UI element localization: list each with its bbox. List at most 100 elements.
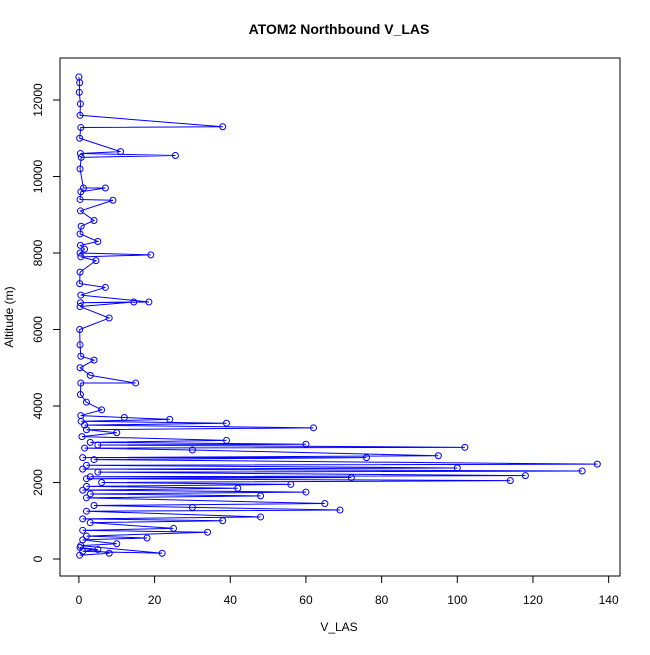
data-point xyxy=(77,379,85,387)
data-point xyxy=(94,468,102,476)
data-point xyxy=(77,291,85,299)
data-point xyxy=(506,477,514,485)
data-point xyxy=(76,544,84,552)
data-point xyxy=(86,490,94,498)
data-point xyxy=(92,257,100,265)
data-point xyxy=(219,517,227,525)
data-point xyxy=(79,526,87,534)
data-point xyxy=(79,515,87,523)
data-line xyxy=(78,76,598,556)
data-point xyxy=(287,480,295,488)
data-point xyxy=(521,472,529,480)
data-point xyxy=(145,298,153,306)
data-point xyxy=(76,165,84,173)
data-point xyxy=(77,124,85,132)
data-point xyxy=(117,148,125,156)
data-point xyxy=(76,299,84,307)
data-point xyxy=(158,549,166,557)
data-point xyxy=(86,473,94,481)
data-point xyxy=(147,251,155,259)
x-tick-label: 60 xyxy=(299,593,313,607)
data-point xyxy=(434,452,442,460)
data-point xyxy=(76,230,84,238)
data-point xyxy=(79,486,87,494)
data-point xyxy=(76,195,84,203)
data-point xyxy=(113,540,121,548)
data-point xyxy=(257,492,265,500)
x-tick-label: 40 xyxy=(224,593,238,607)
y-tick-label: 4000 xyxy=(31,392,45,419)
x-tick-label: 140 xyxy=(599,593,619,607)
data-point xyxy=(347,474,355,482)
data-point xyxy=(76,100,84,108)
data-point xyxy=(76,79,84,87)
data-point xyxy=(593,460,601,468)
data-point xyxy=(362,454,370,462)
data-point xyxy=(76,341,84,349)
data-point xyxy=(86,371,94,379)
data-point xyxy=(90,456,98,464)
data-point xyxy=(86,519,94,527)
data-point xyxy=(166,415,174,423)
data-point xyxy=(321,500,329,508)
data-point xyxy=(75,88,83,96)
data-point xyxy=(76,241,84,249)
data-point xyxy=(171,151,179,159)
data-point xyxy=(336,506,344,514)
data-point xyxy=(79,454,87,462)
data-point xyxy=(76,303,84,311)
data-point xyxy=(82,507,90,515)
y-tick-label: 0 xyxy=(31,555,45,562)
data-point xyxy=(81,444,89,452)
data-point xyxy=(76,326,84,334)
data-point xyxy=(302,488,310,496)
x-tick-label: 80 xyxy=(375,593,389,607)
data-point xyxy=(453,464,461,472)
data-point xyxy=(120,413,128,421)
data-point xyxy=(77,153,85,161)
data-point xyxy=(82,482,90,490)
data-point xyxy=(90,356,98,364)
x-tick-label: 120 xyxy=(523,593,543,607)
data-point xyxy=(76,280,84,288)
data-point xyxy=(76,551,84,559)
data-point xyxy=(82,426,90,434)
data-point xyxy=(132,379,140,387)
x-axis-label: V_LAS xyxy=(320,620,357,634)
data-point xyxy=(76,268,84,276)
data-point xyxy=(130,298,138,306)
data-point xyxy=(94,441,102,449)
data-point xyxy=(90,216,98,224)
data-point xyxy=(105,314,113,322)
data-point xyxy=(578,467,586,475)
data-point xyxy=(76,111,84,119)
data-point xyxy=(302,440,310,448)
data-point xyxy=(77,253,85,261)
data-point xyxy=(81,245,89,253)
data-point xyxy=(98,406,106,414)
y-tick-label: 2000 xyxy=(31,469,45,496)
data-point xyxy=(76,134,84,142)
data-point xyxy=(109,196,117,204)
data-point xyxy=(222,419,230,427)
data-point xyxy=(461,443,469,451)
data-point xyxy=(94,238,102,246)
data-point xyxy=(82,461,90,469)
data-point xyxy=(222,436,230,444)
data-point xyxy=(82,398,90,406)
data-point xyxy=(76,364,84,372)
y-axis-label: Altitude (m) xyxy=(2,286,16,347)
data-point xyxy=(143,534,151,542)
data-point xyxy=(94,545,102,553)
data-point xyxy=(101,283,109,291)
data-point xyxy=(77,417,85,425)
data-point xyxy=(257,513,265,521)
data-point xyxy=(76,150,84,158)
data-point xyxy=(105,549,113,557)
data-point xyxy=(82,532,90,540)
y-tick-label: 8000 xyxy=(31,239,45,266)
data-point xyxy=(86,438,94,446)
data-point xyxy=(101,184,109,192)
data-point xyxy=(90,501,98,509)
